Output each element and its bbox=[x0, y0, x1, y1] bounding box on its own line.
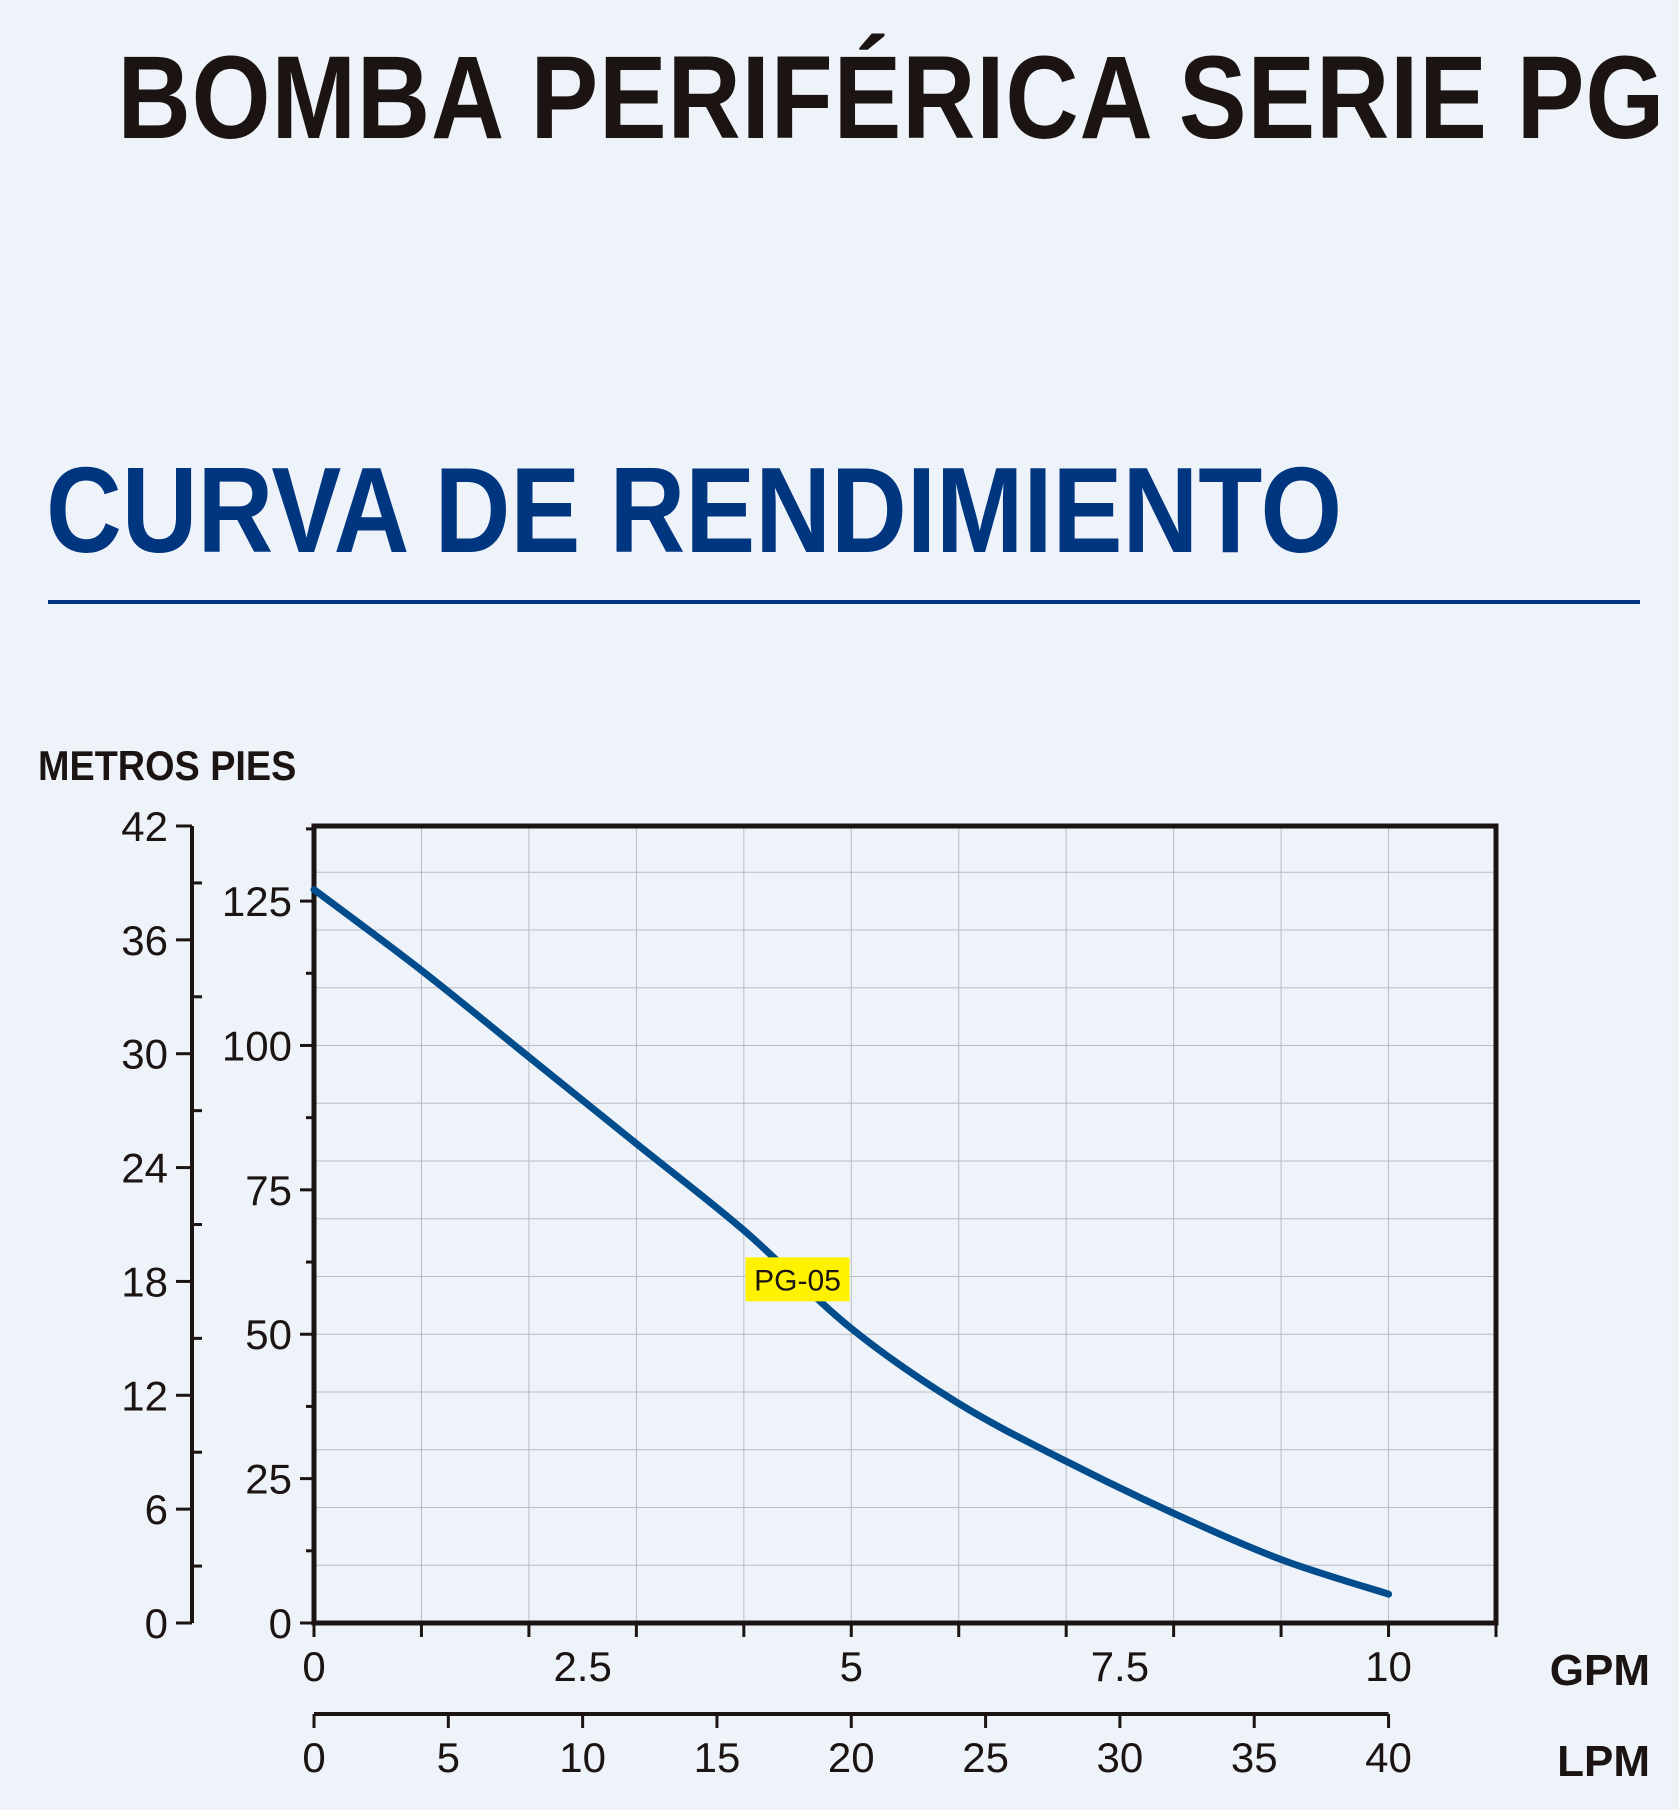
data-point-pg-05 bbox=[313, 889, 315, 891]
data-point-pg-05 bbox=[958, 1403, 960, 1405]
data-point-pg-05 bbox=[1388, 1593, 1390, 1595]
plot-frame bbox=[311, 823, 1499, 1626]
x-tick-label-lpm: 15 bbox=[694, 1734, 741, 1781]
series-line-pg-05 bbox=[310, 886, 1393, 1598]
x-tick-label-lpm: 5 bbox=[437, 1734, 460, 1781]
x-tick-label-lpm: 25 bbox=[962, 1734, 1009, 1781]
y-tick-label-pies: 0 bbox=[269, 1600, 292, 1647]
x-tick-label-gpm: 0 bbox=[302, 1643, 325, 1690]
x-tick-label-lpm: 0 bbox=[302, 1734, 325, 1781]
y-tick-label-metros: 42 bbox=[121, 803, 168, 850]
x-tick-label-lpm: 10 bbox=[559, 1734, 606, 1781]
section-divider bbox=[48, 600, 1640, 604]
series-label-pg-05: PG-05 bbox=[754, 1264, 841, 1297]
x-tick-label-lpm: 40 bbox=[1365, 1734, 1412, 1781]
page-title: BOMBA PERIFÉRICA SERIE PG bbox=[117, 32, 1666, 164]
y-tick-label-metros: 12 bbox=[121, 1372, 168, 1419]
y-tick-label-metros: 18 bbox=[121, 1258, 168, 1305]
data-point-pg-05 bbox=[850, 1327, 852, 1329]
series-label-background bbox=[745, 1257, 850, 1302]
x-tick-label-gpm: 2.5 bbox=[553, 1643, 611, 1690]
data-point-pg-05 bbox=[528, 1056, 530, 1058]
y-tick-label-metros: 24 bbox=[121, 1145, 168, 1192]
y-axis-units-label: METROS PIES bbox=[38, 742, 297, 789]
x-tick-label-gpm: 5 bbox=[840, 1643, 863, 1690]
data-point-pg-05 bbox=[420, 969, 422, 971]
y-tick-label-pies: 100 bbox=[222, 1022, 292, 1069]
y-tick-label-pies: 125 bbox=[222, 878, 292, 925]
x-unit-gpm: GPM bbox=[1550, 1646, 1650, 1695]
y-tick-label-pies: 75 bbox=[245, 1167, 292, 1214]
x-tick-label-lpm: 20 bbox=[828, 1734, 875, 1781]
section-title: CURVA DE RENDIMIENTO bbox=[46, 442, 1343, 578]
y-tick-label-metros: 36 bbox=[121, 917, 168, 964]
data-point-pg-05 bbox=[1280, 1558, 1282, 1560]
y-tick-label-pies: 50 bbox=[245, 1311, 292, 1358]
x-tick-label-lpm: 35 bbox=[1231, 1734, 1278, 1781]
data-point-pg-05 bbox=[635, 1143, 637, 1145]
x-tick-label-lpm: 30 bbox=[1097, 1734, 1144, 1781]
y-tick-label-metros: 0 bbox=[145, 1600, 168, 1647]
y-tick-label-pies: 25 bbox=[245, 1456, 292, 1503]
x-tick-label-gpm: 7.5 bbox=[1091, 1643, 1149, 1690]
y-tick-label-metros: 30 bbox=[121, 1031, 168, 1078]
data-point-pg-05 bbox=[743, 1229, 745, 1231]
data-point-pg-05 bbox=[1065, 1460, 1067, 1462]
x-unit-lpm: LPM bbox=[1557, 1737, 1650, 1786]
x-tick-label-gpm: 10 bbox=[1365, 1643, 1412, 1690]
data-point-pg-05 bbox=[1173, 1512, 1175, 1514]
y-tick-label-metros: 6 bbox=[145, 1486, 168, 1533]
